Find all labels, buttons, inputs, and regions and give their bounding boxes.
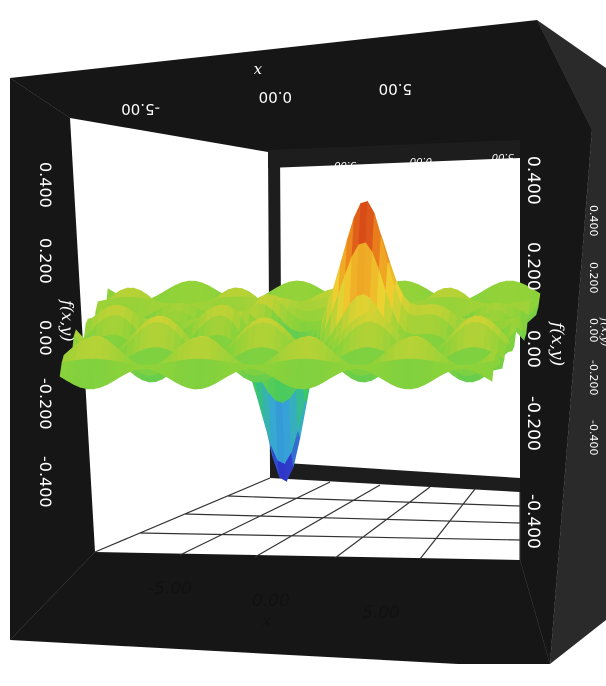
- bottom-x-tick-neg5: -5.00: [148, 579, 192, 599]
- side-z-tick-0.400: 0.400: [587, 205, 600, 237]
- left-z-tick-0.200: 0.200: [36, 238, 55, 284]
- frame-left-post: [10, 78, 95, 640]
- back-x-tick-5: 5.00: [492, 151, 514, 162]
- bottom-x-axis-label: x: [262, 611, 272, 631]
- frame-top-panel: [10, 20, 592, 152]
- side-z-tick-0.00: 0.00: [587, 318, 600, 343]
- side-z-tick-0.200: 0.200: [587, 262, 600, 294]
- right-z-tick-0.200: 0.200: [523, 242, 543, 291]
- back-x-ticks: -5.00 0.00 5.00: [334, 151, 514, 170]
- back-x-tick-0: 0.00: [410, 155, 432, 166]
- side-z-tick-neg0.400: -0.400: [587, 420, 600, 455]
- left-z-tick-neg0.200: -0.200: [36, 378, 55, 430]
- back-x-tick-neg5: -5.00: [334, 159, 360, 170]
- top-x-axis-label: x: [253, 62, 262, 80]
- bottom-x-tick-0: 0.00: [252, 591, 290, 611]
- left-z-ticks: 0.400 0.200 0.00 -0.200 -0.400 f(x,y): [36, 162, 77, 508]
- right-z-tick-neg0.400: -0.400: [523, 494, 543, 549]
- top-x-tick-0: 0.00: [259, 88, 292, 106]
- floor-grid: [94, 477, 521, 560]
- side-z-axis-label: f(x,y): [599, 317, 606, 347]
- right-z-axis-label: f(x,y): [547, 320, 567, 366]
- top-x-tick-5: 5.00: [379, 80, 412, 98]
- right-z-tick-neg0.200: -0.200: [523, 396, 543, 451]
- top-x-tick-neg5: -5.00: [121, 100, 160, 118]
- bottom-x-ticks: -5.00 0.00 5.00 x: [148, 579, 400, 631]
- cube-frame: [10, 20, 606, 664]
- surface-facet: [484, 361, 495, 382]
- right-z-ticks: 0.400 0.200 0.00 -0.200 -0.400 f(x,y): [523, 156, 567, 549]
- side-z-ticks: 0.400 0.200 0.00 -0.200 -0.400 f(x,y): [587, 205, 606, 455]
- left-z-tick-0.400: 0.400: [36, 162, 55, 208]
- frame-bottom-panel: [10, 552, 550, 664]
- frame-back-top: [268, 140, 520, 168]
- right-z-tick-0.400: 0.400: [523, 156, 543, 205]
- right-z-tick-0.00: 0.00: [523, 330, 543, 368]
- left-z-tick-neg0.400: -0.400: [36, 456, 55, 508]
- frame-back-bottom: [270, 462, 520, 492]
- top-x-ticks: -5.00 0.00 5.00 x: [121, 62, 412, 118]
- frame-right-face: [537, 20, 606, 664]
- bottom-x-tick-5: 5.00: [362, 603, 400, 623]
- side-z-tick-neg0.200: -0.200: [587, 360, 600, 395]
- surface-mesh: [59, 200, 541, 483]
- left-z-axis-label: f(x,y): [58, 299, 77, 342]
- frame-right-post: [520, 20, 592, 664]
- left-z-tick-0.00: 0.00: [36, 320, 55, 356]
